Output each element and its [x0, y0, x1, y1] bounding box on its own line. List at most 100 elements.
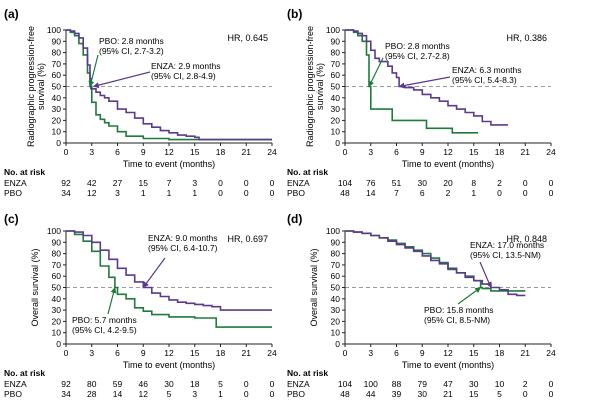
risk-count: 39 — [392, 389, 402, 399]
y-tick-label: 0 — [56, 138, 61, 148]
y-axis-label-line: Overall survival (%) — [30, 248, 40, 326]
risk-count: 1 — [218, 389, 223, 399]
risk-count: 0 — [244, 188, 249, 198]
pbo-median-annotation: PBO: 2.8 months (95% CI, 2.7-2.8) — [385, 41, 450, 61]
y-tick-label: 40 — [331, 93, 341, 103]
x-tick-label: 24 — [267, 147, 277, 157]
risk-count: 30 — [418, 389, 428, 399]
risk-count: 0 — [244, 389, 249, 399]
y-tick-label: 60 — [52, 271, 62, 281]
y-axis-label: Overall survival (%) — [309, 248, 319, 326]
y-axis-label-line: Overall survival (%) — [309, 248, 319, 326]
x-tick-label: 21 — [521, 348, 531, 358]
risk-count: 79 — [418, 379, 428, 389]
annotation-line: (95% CI, 5.4-8.3) — [452, 75, 517, 85]
pbo-curve — [66, 29, 272, 141]
x-tick-label: 6 — [394, 348, 399, 358]
y-tick-label: 70 — [52, 260, 62, 270]
risk-count: 8 — [471, 178, 476, 188]
y-tick-label: 30 — [331, 104, 341, 114]
annotation-line: (95% CI, 2.7-2.8) — [385, 51, 450, 61]
x-tick-label: 6 — [394, 147, 399, 157]
y-tick-label: 90 — [52, 36, 62, 46]
x-tick-label: 0 — [343, 348, 348, 358]
risk-count: 44 — [366, 389, 376, 399]
y-axis-label: Overall survival (%) — [30, 248, 40, 326]
risk-count: 34 — [61, 389, 71, 399]
risk-count: 0 — [523, 389, 528, 399]
x-axis-label: Time to event (months) — [123, 360, 215, 370]
y-tick-label: 50 — [52, 283, 62, 293]
pbo-median-arrow — [368, 57, 384, 88]
risk-count: 14 — [366, 188, 376, 198]
risk-count: 10 — [495, 379, 505, 389]
pbo-median-annotation: PBO: 5.7 months (95% CI, 4.2-9.5) — [72, 315, 137, 335]
risk-count: 21 — [443, 389, 453, 399]
y-axis-label-line: Radiographic progression-free — [26, 26, 36, 147]
y-tick-label: 50 — [331, 283, 341, 293]
risk-row-label: ENZA — [287, 178, 310, 188]
y-tick-label: 70 — [331, 59, 341, 69]
y-tick-label: 90 — [52, 237, 62, 247]
x-tick-label: 18 — [216, 147, 226, 157]
risk-count: 6 — [420, 188, 425, 198]
risk-count: 14 — [113, 389, 123, 399]
risk-count: 48 — [340, 389, 350, 399]
x-axis-label: Time to event (months) — [402, 159, 494, 169]
risk-row-label: ENZA — [4, 178, 27, 188]
y-tick-label: 80 — [52, 249, 62, 259]
y-tick-label: 100 — [326, 226, 340, 236]
risk-count: 100 — [364, 379, 378, 389]
annotation-line: (95% CI, 13.5-NM) — [470, 250, 541, 260]
y-tick-label: 80 — [331, 249, 341, 259]
risk-row-label: PBO — [287, 188, 305, 198]
risk-count: 0 — [270, 188, 275, 198]
risk-count: 0 — [549, 178, 554, 188]
risk-count: 2 — [446, 188, 451, 198]
risk-count: 28 — [87, 389, 97, 399]
x-axis-label: Time to event (months) — [123, 159, 215, 169]
risk-table-header: No. at risk — [4, 167, 45, 177]
y-tick-label: 40 — [331, 294, 341, 304]
y-tick-label: 50 — [331, 82, 341, 92]
x-tick-label: 18 — [495, 147, 505, 157]
risk-table-header: No. at risk — [4, 368, 45, 378]
enza-curve — [66, 230, 272, 311]
y-tick-label: 30 — [52, 305, 62, 315]
risk-count: 0 — [523, 178, 528, 188]
risk-count: 34 — [61, 188, 71, 198]
risk-count: 0 — [270, 178, 275, 188]
panel-label: (a) — [4, 7, 19, 21]
x-tick-label: 15 — [469, 147, 479, 157]
y-tick-label: 10 — [331, 127, 341, 137]
risk-count: 46 — [139, 379, 149, 389]
enza-median-annotation: ENZA: 6.3 months (95% CI, 5.4-8.3) — [452, 65, 521, 85]
risk-count: 7 — [167, 178, 172, 188]
risk-count: 30 — [418, 178, 428, 188]
annotation-line: ENZA: 17.0 months — [470, 240, 544, 250]
x-tick-label: 24 — [546, 348, 556, 358]
y-tick-label: 20 — [331, 316, 341, 326]
x-tick-label: 15 — [190, 147, 200, 157]
risk-count: 3 — [115, 188, 120, 198]
annotation-line: PBO: 2.8 months — [99, 36, 164, 46]
x-tick-label: 6 — [115, 147, 120, 157]
risk-count: 92 — [61, 379, 71, 389]
y-tick-label: 60 — [52, 70, 62, 80]
y-axis-label-line: survival (%) — [315, 63, 325, 110]
y-tick-label: 50 — [52, 82, 62, 92]
x-tick-label: 6 — [115, 348, 120, 358]
enza-median-annotation: ENZA: 2.9 months (95% CI, 2.8-4.9) — [151, 61, 220, 81]
y-tick-label: 20 — [52, 115, 62, 125]
annotation-line: PBO: 5.7 months — [72, 315, 137, 325]
risk-count: 1 — [192, 188, 197, 198]
panel-label: (b) — [287, 7, 302, 21]
risk-count: 1 — [141, 188, 146, 198]
hazard-ratio-text: HR, 0.697 — [227, 234, 268, 244]
pbo-median-arrow — [107, 286, 117, 315]
risk-count: 76 — [366, 178, 376, 188]
x-axis-label: Time to event (months) — [402, 360, 494, 370]
pbo-median-arrow — [457, 287, 482, 305]
